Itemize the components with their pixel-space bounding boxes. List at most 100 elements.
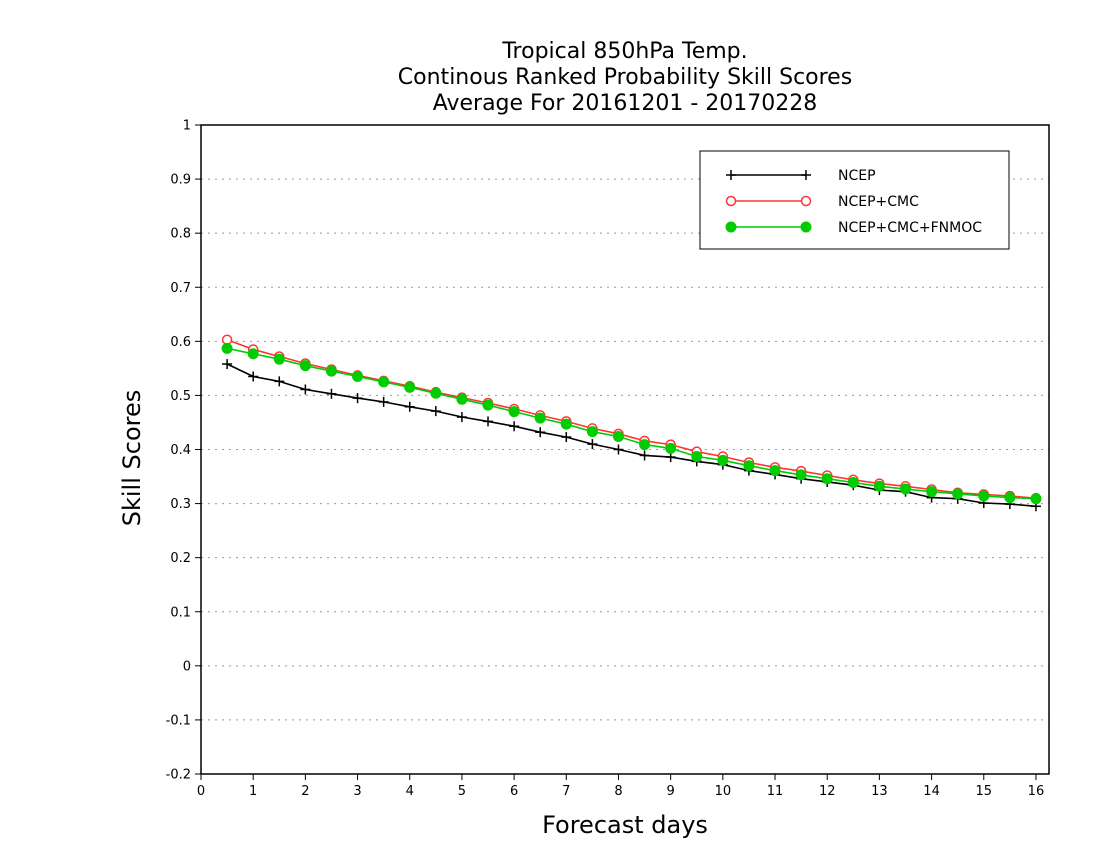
point-ncep xyxy=(430,406,441,417)
data-series xyxy=(221,334,1042,512)
point-ncep-cmc-fnmoc xyxy=(299,360,311,372)
point-ncep-cmc-fnmoc xyxy=(769,465,781,477)
legend-label: NCEP+CMC+FNMOC xyxy=(838,220,982,236)
point-ncep-cmc-fnmoc xyxy=(873,480,885,492)
y-tick-label: 0.8 xyxy=(170,227,191,242)
x-tick-label: 2 xyxy=(301,784,309,799)
chart-title-line-2: Continous Ranked Probability Skill Score… xyxy=(398,65,852,90)
legend-label: NCEP+CMC xyxy=(838,194,919,210)
point-ncep-cmc-fnmoc xyxy=(926,486,938,498)
point-ncep xyxy=(378,396,389,407)
x-tick-label: 9 xyxy=(667,784,675,799)
legend-marker xyxy=(800,221,812,233)
legend-marker xyxy=(726,170,736,180)
point-ncep-cmc-fnmoc xyxy=(378,376,390,388)
point-ncep-cmc-fnmoc xyxy=(952,488,964,500)
point-ncep-cmc-fnmoc xyxy=(978,490,990,502)
y-tick-label: 0.2 xyxy=(170,551,191,566)
legend-marker xyxy=(725,221,737,233)
point-ncep-cmc-fnmoc xyxy=(273,353,285,365)
point-ncep-cmc-fnmoc xyxy=(691,451,703,463)
point-ncep-cmc-fnmoc xyxy=(639,439,651,451)
y-tick-label: -0.2 xyxy=(166,768,191,783)
y-tick-label: 0.6 xyxy=(170,335,191,350)
x-tick-label: 16 xyxy=(1028,784,1045,799)
point-ncep-cmc-fnmoc xyxy=(847,476,859,488)
legend-marker xyxy=(725,195,737,207)
point-ncep xyxy=(509,421,520,432)
y-axis-label: Skill Scores xyxy=(118,390,146,527)
point-ncep xyxy=(483,416,494,427)
chart-title-line-3: Average For 20161201 - 20170228 xyxy=(433,91,818,116)
point-ncep-cmc-fnmoc xyxy=(352,370,364,382)
point-ncep xyxy=(404,401,415,412)
point-ncep-cmc-fnmoc xyxy=(1030,493,1042,505)
y-tick-label: 0.7 xyxy=(170,281,191,296)
point-ncep xyxy=(456,412,467,423)
point-ncep xyxy=(274,376,285,387)
point-ncep-cmc xyxy=(221,334,233,345)
x-tick-label: 7 xyxy=(562,784,570,799)
legend-item-ncep-cmc: NCEP+CMC xyxy=(725,194,919,210)
point-ncep-cmc-fnmoc xyxy=(665,442,677,454)
point-ncep-cmc-fnmoc xyxy=(247,348,259,360)
point-ncep xyxy=(300,384,311,395)
x-tick-label: 3 xyxy=(353,784,361,799)
point-ncep-cmc-fnmoc xyxy=(508,406,520,418)
y-tick-label: 1 xyxy=(183,119,191,134)
point-ncep-cmc-fnmoc xyxy=(456,393,468,405)
x-tick-label: 6 xyxy=(510,784,518,799)
point-ncep-cmc-fnmoc xyxy=(404,381,416,393)
point-ncep xyxy=(561,432,572,443)
point-ncep xyxy=(587,439,598,450)
y-tick-label: 0 xyxy=(183,659,191,674)
plot-area-frame xyxy=(200,124,1050,775)
point-ncep-cmc-fnmoc xyxy=(325,365,337,377)
legend-marker xyxy=(800,195,812,207)
axis-ticks: -0.2-0.100.10.20.30.40.50.60.70.80.910 1 2… xyxy=(166,119,1045,800)
point-ncep-cmc-fnmoc xyxy=(482,399,494,411)
x-tick-label: 11 xyxy=(767,784,784,799)
gridlines xyxy=(201,178,1049,721)
point-ncep-cmc-fnmoc xyxy=(717,454,729,466)
point-ncep xyxy=(248,371,259,382)
legend-marker xyxy=(801,170,811,180)
x-tick-label: 8 xyxy=(614,784,622,799)
point-ncep-cmc-fnmoc xyxy=(221,342,233,354)
point-ncep-cmc-fnmoc xyxy=(743,460,755,472)
x-tick-label: 1 xyxy=(249,784,257,799)
point-ncep xyxy=(535,427,546,438)
point-ncep-cmc-fnmoc xyxy=(795,469,807,481)
point-ncep xyxy=(352,393,363,404)
point-ncep-cmc-fnmoc xyxy=(560,418,572,430)
x-tick-label: 4 xyxy=(406,784,414,799)
x-tick-label: 12 xyxy=(819,784,836,799)
point-ncep xyxy=(639,450,650,461)
point-ncep-cmc-fnmoc xyxy=(612,431,624,443)
x-axis-label: Forecast days xyxy=(542,811,708,839)
point-ncep-cmc-fnmoc xyxy=(430,387,442,399)
chart-title: Tropical 850hPa Temp. Continous Ranked P… xyxy=(398,39,852,116)
x-tick-label: 14 xyxy=(923,784,940,799)
legend-item-ncep: NCEP xyxy=(726,168,876,184)
chart-title-line-1: Tropical 850hPa Temp. xyxy=(501,39,747,64)
x-tick-label: 5 xyxy=(458,784,466,799)
point-ncep-cmc-fnmoc xyxy=(534,412,546,424)
y-tick-label: 0.1 xyxy=(170,605,191,620)
point-ncep-cmc-fnmoc xyxy=(586,426,598,438)
y-tick-label: 0.3 xyxy=(170,497,191,512)
x-tick-label: 13 xyxy=(871,784,888,799)
point-ncep-cmc-fnmoc xyxy=(899,483,911,495)
legend-label: NCEP xyxy=(838,168,876,184)
point-ncep xyxy=(613,444,624,455)
legend-item-ncep-cmc-fnmoc: NCEP+CMC+FNMOC xyxy=(725,220,982,236)
point-ncep-cmc-fnmoc xyxy=(821,473,833,485)
x-tick-label: 0 xyxy=(197,784,205,799)
y-tick-label: 0.9 xyxy=(170,173,191,188)
y-tick-label: 0.5 xyxy=(170,389,191,404)
legend: NCEP NCEP+CMC NCEP+CMC+FNMOC xyxy=(699,150,1010,250)
point-ncep-cmc-fnmoc xyxy=(1004,492,1016,504)
